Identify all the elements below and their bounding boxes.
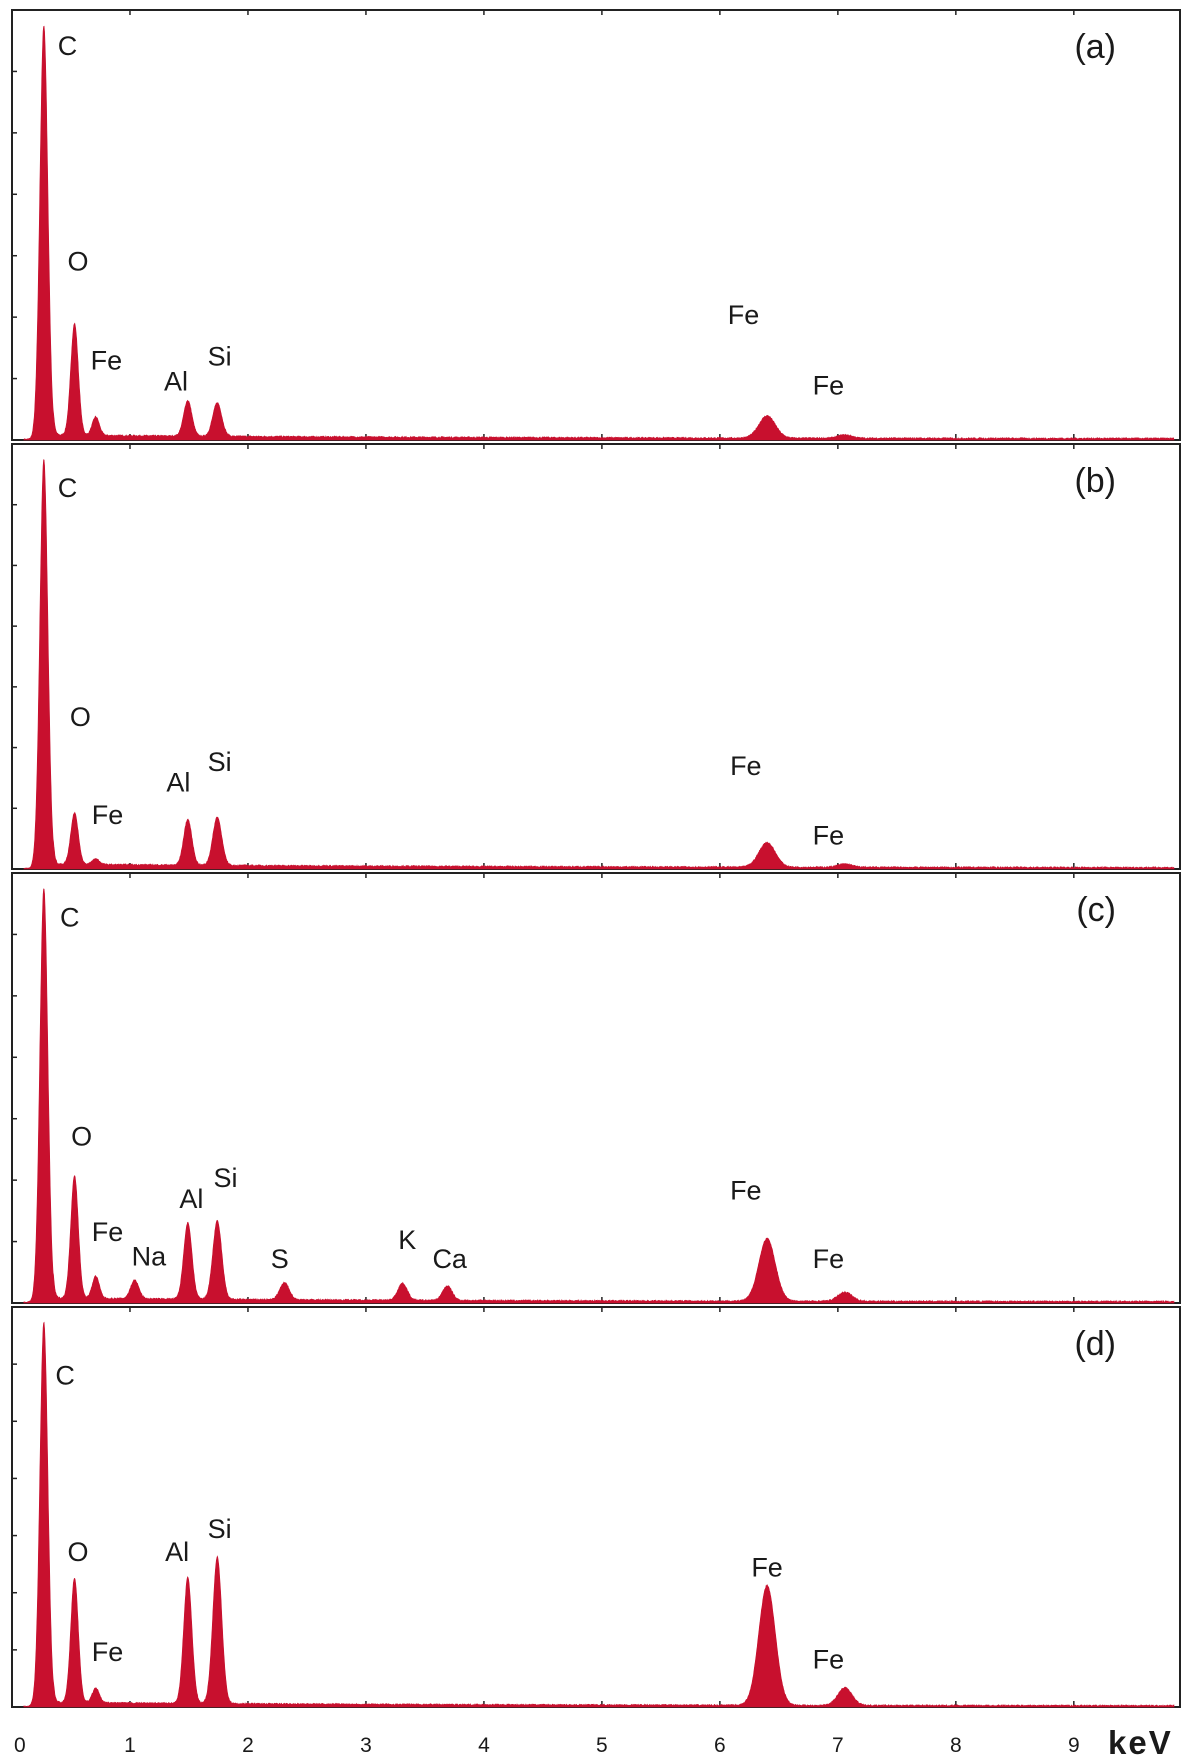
spectrum-area-a	[23, 25, 1175, 441]
panel-b: C O Fe Al Si Fe Fe (b)	[11, 443, 1181, 870]
x-tick-label: 7	[832, 1734, 844, 1757]
peak-label-ca: Ca	[432, 1244, 467, 1274]
panel-label-c: (c)	[1076, 891, 1116, 929]
panel-c: C O Fe Na Al Si S K Ca Fe Fe (c)	[11, 872, 1181, 1304]
spectrum-area-b	[23, 459, 1175, 870]
panel-label-b: (b)	[1074, 462, 1116, 500]
peak-label-fe: Fe	[751, 1552, 783, 1582]
peak-label-al: Al	[164, 366, 188, 396]
peak-label-o: O	[68, 246, 89, 276]
peak-label-k: K	[398, 1225, 416, 1255]
peak-label-si: Si	[214, 1163, 238, 1193]
spectrum-area-c	[23, 888, 1175, 1304]
x-tick-label: 1	[124, 1734, 136, 1757]
x-tick-label: 6	[714, 1734, 726, 1757]
peak-label-fe: Fe	[728, 300, 760, 330]
peak-label-c: C	[58, 31, 78, 61]
panel-label-d: (d)	[1074, 1325, 1116, 1363]
x-tick-label: 8	[950, 1734, 962, 1757]
peak-label-o: O	[70, 702, 91, 732]
peak-label-fe: Fe	[92, 800, 124, 830]
peak-label-c: C	[60, 902, 80, 932]
peak-label-fe: Fe	[91, 346, 123, 376]
peak-label-c: C	[55, 1360, 75, 1390]
peak-label-si: Si	[208, 341, 232, 371]
peak-label-fe: Fe	[730, 751, 762, 781]
x-tick-label: 3	[360, 1734, 372, 1757]
peak-label-al: Al	[166, 767, 190, 797]
peak-label-fe: Fe	[813, 1645, 845, 1675]
spectrum-area-d	[23, 1321, 1175, 1708]
peak-label-si: Si	[208, 747, 232, 777]
x-tick-label: 0	[14, 1734, 26, 1757]
peak-label-na: Na	[132, 1242, 167, 1272]
peak-label-s: S	[271, 1244, 289, 1274]
peak-label-fe: Fe	[730, 1176, 762, 1206]
peak-label-fe: Fe	[92, 1637, 124, 1667]
energy-x-axis: keV 0 1 2 3 4 5 6 7 8 9	[14, 1724, 1173, 1758]
x-tick-label: 9	[1068, 1734, 1080, 1757]
spectra-panels: C O Fe Al Si Fe Fe (a) C O Fe Al Si Fe Fe (b) C O Fe Na Al Si…	[11, 9, 1181, 1708]
peak-label-fe: Fe	[813, 370, 845, 400]
peak-label-fe: Fe	[813, 820, 845, 850]
x-axis-unit-label: keV	[1108, 1724, 1173, 1758]
panel-label-a: (a)	[1074, 28, 1116, 66]
peak-label-c: C	[58, 473, 78, 503]
peak-label-fe: Fe	[92, 1217, 124, 1247]
peak-label-si: Si	[208, 1514, 232, 1544]
peak-label-o: O	[71, 1122, 92, 1152]
panel-d: C O Fe Al Si Fe Fe (d)	[11, 1306, 1181, 1708]
peak-label-fe: Fe	[813, 1244, 845, 1274]
x-tick-label: 4	[478, 1734, 490, 1757]
peak-label-al: Al	[179, 1184, 203, 1214]
panel-b-frame	[11, 443, 1181, 870]
panel-a: C O Fe Al Si Fe Fe (a)	[11, 9, 1181, 441]
x-tick-label: 2	[242, 1734, 254, 1757]
peak-label-al: Al	[165, 1537, 189, 1567]
x-tick-label: 5	[596, 1734, 608, 1757]
peak-label-o: O	[68, 1537, 89, 1567]
